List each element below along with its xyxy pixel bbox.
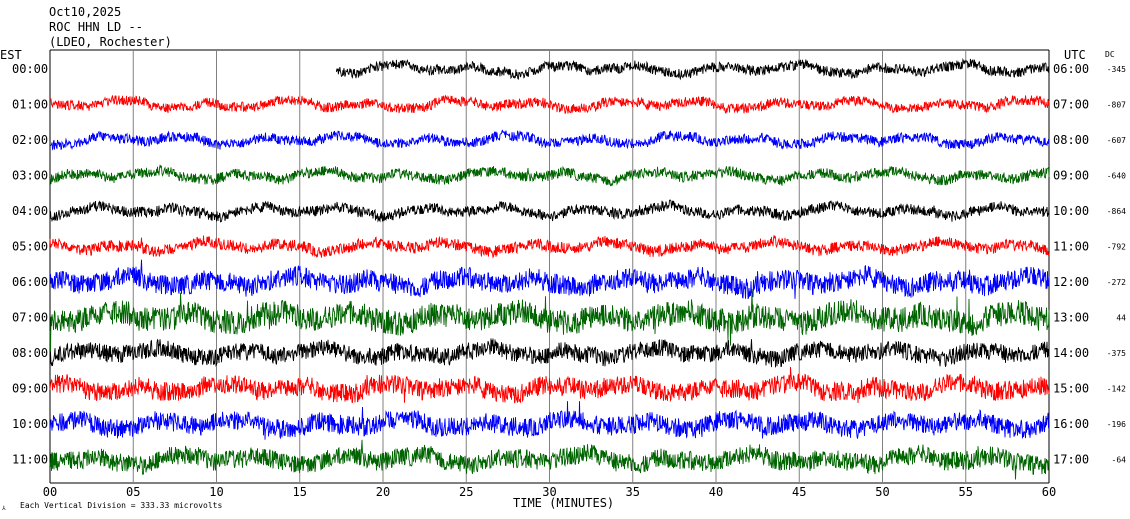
trace-1000 xyxy=(49,401,1050,440)
dc-value-9: -142 xyxy=(1107,385,1126,394)
est-label-4: 04:00 xyxy=(12,204,48,218)
est-label-7: 07:00 xyxy=(12,311,48,325)
est-label-9: 09:00 xyxy=(12,382,48,396)
trace-group xyxy=(49,57,1050,480)
utc-axis-label: UTC xyxy=(1064,48,1086,62)
vertical-gridlines xyxy=(132,50,967,483)
x-tick-55: 55 xyxy=(959,485,973,499)
trace-0200 xyxy=(49,129,1050,151)
utc-label-3: 09:00 xyxy=(1053,169,1089,183)
x-tick-labels: 00 05 10 15 20 25 30 35 40 45 50 55 60 xyxy=(43,485,1056,499)
utc-label-4: 10:00 xyxy=(1053,204,1089,218)
est-label-2: 02:00 xyxy=(12,133,48,147)
utc-label-7: 13:00 xyxy=(1053,311,1089,325)
dc-value-0: -345 xyxy=(1107,65,1126,74)
header-network: (LDEO, Rochester) xyxy=(49,35,172,49)
x-tick-60: 60 xyxy=(1042,485,1056,499)
vertical-division-note: Each Vertical Division = 333.33 microvol… xyxy=(20,501,222,510)
scale-icon: ⅄ xyxy=(1,505,6,512)
trace-0900 xyxy=(49,366,1050,404)
dc-value-2: -607 xyxy=(1107,136,1126,145)
utc-label-2: 08:00 xyxy=(1053,133,1089,147)
utc-label-5: 11:00 xyxy=(1053,240,1089,254)
trace-0300 xyxy=(49,164,1050,187)
row-labels: 00:00 06:00 -345 01:00 07:00 -807 02:00 08:00 -6… xyxy=(12,62,1126,467)
header-date: Oct10,2025 xyxy=(49,5,121,19)
trace-0800 xyxy=(49,338,1050,368)
x-tick-40: 40 xyxy=(709,485,723,499)
est-label-8: 08:00 xyxy=(12,346,48,360)
utc-label-6: 12:00 xyxy=(1053,275,1089,289)
est-label-5: 05:00 xyxy=(12,240,48,254)
dc-value-10: -196 xyxy=(1107,420,1126,429)
x-tick-15: 15 xyxy=(293,485,307,499)
dc-value-5: -792 xyxy=(1107,243,1126,252)
est-label-0: 00:00 xyxy=(12,62,48,76)
x-tick-30: 30 xyxy=(542,485,556,499)
trace-0500 xyxy=(49,234,1050,259)
trace-0100 xyxy=(49,94,1050,114)
utc-label-8: 14:00 xyxy=(1053,346,1089,360)
utc-label-1: 07:00 xyxy=(1053,98,1089,112)
est-label-6: 06:00 xyxy=(12,275,48,289)
x-tick-50: 50 xyxy=(875,485,889,499)
dc-value-11: -64 xyxy=(1112,456,1127,465)
dc-value-6: -272 xyxy=(1107,278,1126,287)
utc-label-9: 15:00 xyxy=(1053,382,1089,396)
dc-value-8: -375 xyxy=(1107,349,1126,358)
dc-value-3: -640 xyxy=(1107,172,1126,181)
est-axis-label: EST xyxy=(0,48,22,62)
est-label-3: 03:00 xyxy=(12,169,48,183)
utc-label-0: 06:00 xyxy=(1053,62,1089,76)
x-tick-10: 10 xyxy=(209,485,223,499)
x-tick-45: 45 xyxy=(792,485,806,499)
header-station: ROC HHN LD -- xyxy=(49,20,143,34)
x-tick-35: 35 xyxy=(626,485,640,499)
trace-0000 xyxy=(335,57,1050,81)
dc-value-4: -864 xyxy=(1107,207,1126,216)
utc-label-10: 16:00 xyxy=(1053,417,1089,431)
x-tick-25: 25 xyxy=(459,485,473,499)
x-tick-00: 00 xyxy=(43,485,57,499)
dc-label: DC xyxy=(1105,50,1115,59)
est-label-1: 01:00 xyxy=(12,98,48,112)
x-tick-20: 20 xyxy=(376,485,390,499)
trace-0700 xyxy=(49,289,1050,354)
dc-value-7: 44 xyxy=(1116,314,1126,323)
dc-value-1: -807 xyxy=(1107,101,1126,110)
x-axis-title: TIME (MINUTES) xyxy=(513,496,614,510)
trace-0600 xyxy=(49,259,1050,300)
est-label-11: 11:00 xyxy=(12,453,48,467)
trace-1100 xyxy=(49,439,1050,480)
est-label-10: 10:00 xyxy=(12,417,48,431)
utc-label-11: 17:00 xyxy=(1053,453,1089,467)
x-tick-05: 05 xyxy=(126,485,140,499)
trace-0400 xyxy=(49,199,1050,223)
